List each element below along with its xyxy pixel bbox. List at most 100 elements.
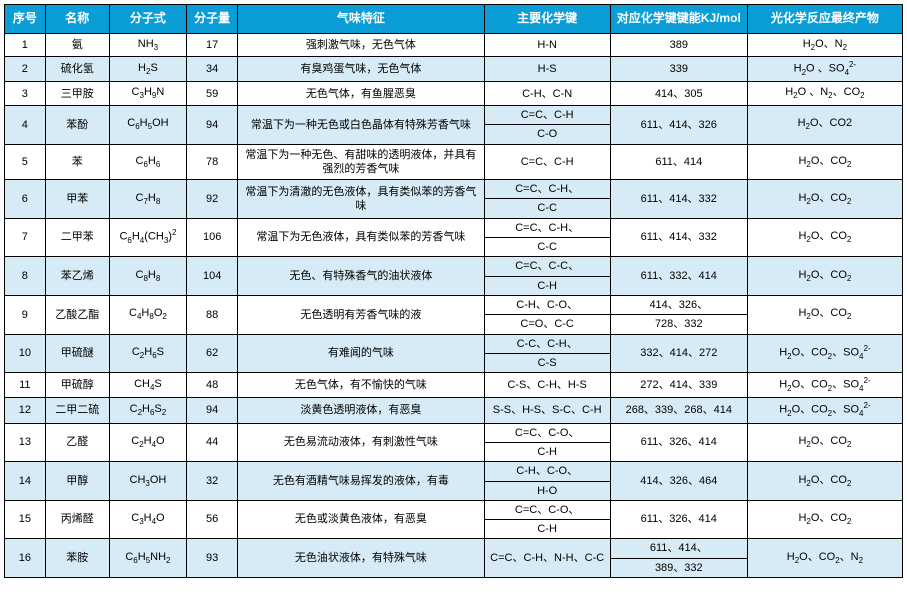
cell-bonds-line-0: C-H、C-O、	[485, 296, 610, 315]
cell-mw: 17	[186, 33, 237, 57]
cell-name: 苯	[45, 144, 109, 180]
cell-mw: 59	[186, 82, 237, 106]
cell-mw: 32	[186, 462, 237, 501]
cell-odor: 无色或淡黄色液体，有恶臭	[238, 500, 484, 539]
cell-odor: 常温下为一种无色、有甜味的透明液体，并具有强烈的芳香气味	[238, 144, 484, 180]
cell-bonds-line-1: C-C	[485, 238, 610, 256]
table-row: 7二甲苯C6H4(CH3)2106常温下为无色液体，具有类似苯的芳香气味C=C、…	[5, 218, 903, 257]
cell-num: 12	[5, 398, 46, 423]
cell-num: 6	[5, 180, 46, 219]
cell-name: 苯酚	[45, 105, 109, 144]
cell-name: 甲硫醚	[45, 334, 109, 373]
cell-energy: 611、326、414	[610, 423, 747, 462]
cell-formula: C2H6S	[109, 334, 186, 373]
cell-formula: CH4S	[109, 373, 186, 398]
cell-mw: 56	[186, 500, 237, 539]
cell-formula: C2H6S2	[109, 398, 186, 423]
table-row: 3三甲胺C3H9N59无色气体，有鱼腥恶臭C-H、C-N414、305H2O 、…	[5, 82, 903, 106]
cell-products: H2O、CO2、SO42-	[747, 373, 902, 398]
cell-bonds-line-0: C=C、C-O、	[485, 424, 610, 443]
cell-energy: 611、414、326	[610, 105, 747, 144]
cell-energy: 332、414、272	[610, 334, 747, 373]
cell-formula: NH3	[109, 33, 186, 57]
cell-odor: 有臭鸡蛋气味，无色气体	[238, 57, 484, 82]
cell-bonds: H-S	[484, 57, 610, 82]
cell-name: 苯乙烯	[45, 257, 109, 296]
cell-odor: 无色易流动液体，有刺激性气味	[238, 423, 484, 462]
cell-name: 甲醇	[45, 462, 109, 501]
cell-mw: 34	[186, 57, 237, 82]
cell-products: H2O、N2	[747, 33, 902, 57]
cell-formula: C4H8O2	[109, 295, 186, 334]
col-header-3: 分子量	[186, 5, 237, 34]
cell-odor: 无色气体，有不愉快的气味	[238, 373, 484, 398]
cell-num: 7	[5, 218, 46, 257]
cell-bonds: C-H、C-O、H-O	[484, 462, 610, 501]
cell-num: 11	[5, 373, 46, 398]
cell-mw: 106	[186, 218, 237, 257]
cell-products: H2O、CO2	[747, 500, 902, 539]
cell-formula: C6H5NH2	[109, 539, 186, 578]
cell-formula: H2S	[109, 57, 186, 82]
cell-name: 三甲胺	[45, 82, 109, 106]
cell-products: H2O 、SO42-	[747, 57, 902, 82]
cell-num: 15	[5, 500, 46, 539]
cell-name: 甲硫醇	[45, 373, 109, 398]
table-row: 8苯乙烯C8H8104无色、有特殊香气的油状液体C=C、C-C、C-H611、3…	[5, 257, 903, 296]
cell-odor: 常温下为清澈的无色液体，具有类似苯的芳香气味	[238, 180, 484, 219]
cell-bonds-line-0: C=C、C-H	[485, 106, 610, 125]
cell-num: 13	[5, 423, 46, 462]
cell-products: H2O、CO2	[747, 295, 902, 334]
table-row: 14甲醇CH3OH32无色有酒精气味易挥发的液体，有毒C-H、C-O、H-O41…	[5, 462, 903, 501]
cell-bonds: C=C、C-O、C-H	[484, 423, 610, 462]
cell-bonds: C-S、C-H、H-S	[484, 373, 610, 398]
cell-products: H2O、CO2、SO42-	[747, 334, 902, 373]
table-row: 5苯C6H678常温下为一种无色、有甜味的透明液体，并具有强烈的芳香气味C=C、…	[5, 144, 903, 180]
table-header-row: 序号名称分子式分子量气味特征主要化学键对应化学键键能KJ/mol光化学反应最终产…	[5, 5, 903, 34]
cell-name: 丙烯醛	[45, 500, 109, 539]
cell-bonds: C-H、C-O、C=O、C-C	[484, 295, 610, 334]
table-row: 11甲硫醇CH4S48无色气体，有不愉快的气味C-S、C-H、H-S272、41…	[5, 373, 903, 398]
cell-bonds: C=C、C-H、N-H、C-C	[484, 539, 610, 578]
cell-energy: 414、326、464	[610, 462, 747, 501]
chemical-table: 序号名称分子式分子量气味特征主要化学键对应化学键键能KJ/mol光化学反应最终产…	[4, 4, 903, 578]
cell-bonds-line-1: C-H	[485, 520, 610, 538]
cell-bonds-line-1: C-S	[485, 354, 610, 372]
cell-bonds: C=C、C-H、C-C	[484, 218, 610, 257]
col-header-6: 对应化学键键能KJ/mol	[610, 5, 747, 34]
cell-mw: 93	[186, 539, 237, 578]
col-header-0: 序号	[5, 5, 46, 34]
cell-mw: 62	[186, 334, 237, 373]
table-row: 9乙酸乙酯C4H8O288无色透明有芳香气味的液C-H、C-O、C=O、C-C4…	[5, 295, 903, 334]
cell-products: H2O、CO2	[747, 144, 902, 180]
cell-bonds-line-1: H-O	[485, 482, 610, 500]
cell-odor: 有难闻的气味	[238, 334, 484, 373]
cell-formula: C8H8	[109, 257, 186, 296]
cell-products: H2O、CO2	[747, 462, 902, 501]
cell-num: 2	[5, 57, 46, 82]
cell-odor: 常温下为无色液体，具有类似苯的芳香气味	[238, 218, 484, 257]
cell-name: 硫化氢	[45, 57, 109, 82]
table-row: 1氨NH317强刺激气味，无色气体H-N389H2O、N2	[5, 33, 903, 57]
cell-formula: C3H4O	[109, 500, 186, 539]
cell-mw: 94	[186, 105, 237, 144]
cell-bonds-line-1: C-O	[485, 125, 610, 143]
cell-odor: 淡黄色透明液体，有恶臭	[238, 398, 484, 423]
cell-energy-line-1: 389、332	[611, 559, 747, 577]
cell-name: 乙酸乙酯	[45, 295, 109, 334]
table-row: 13乙醛C2H4O44无色易流动液体，有刺激性气味C=C、C-O、C-H611、…	[5, 423, 903, 462]
cell-products: H2O 、N2、CO2	[747, 82, 902, 106]
cell-bonds-line-0: C=C、C-C、	[485, 257, 610, 276]
col-header-4: 气味特征	[238, 5, 484, 34]
cell-bonds: C=C、C-H、C-C	[484, 180, 610, 219]
cell-energy: 272、414、339	[610, 373, 747, 398]
cell-bonds-line-0: C=C、C-H、	[485, 180, 610, 199]
col-header-2: 分子式	[109, 5, 186, 34]
cell-energy: 339	[610, 57, 747, 82]
cell-bonds: S-S、H-S、S-C、C-H	[484, 398, 610, 423]
cell-formula: C6H5OH	[109, 105, 186, 144]
cell-num: 16	[5, 539, 46, 578]
cell-bonds-line-0: C-C、C-H、	[485, 335, 610, 354]
cell-mw: 48	[186, 373, 237, 398]
cell-bonds-line-1: C=O、C-C	[485, 315, 610, 333]
